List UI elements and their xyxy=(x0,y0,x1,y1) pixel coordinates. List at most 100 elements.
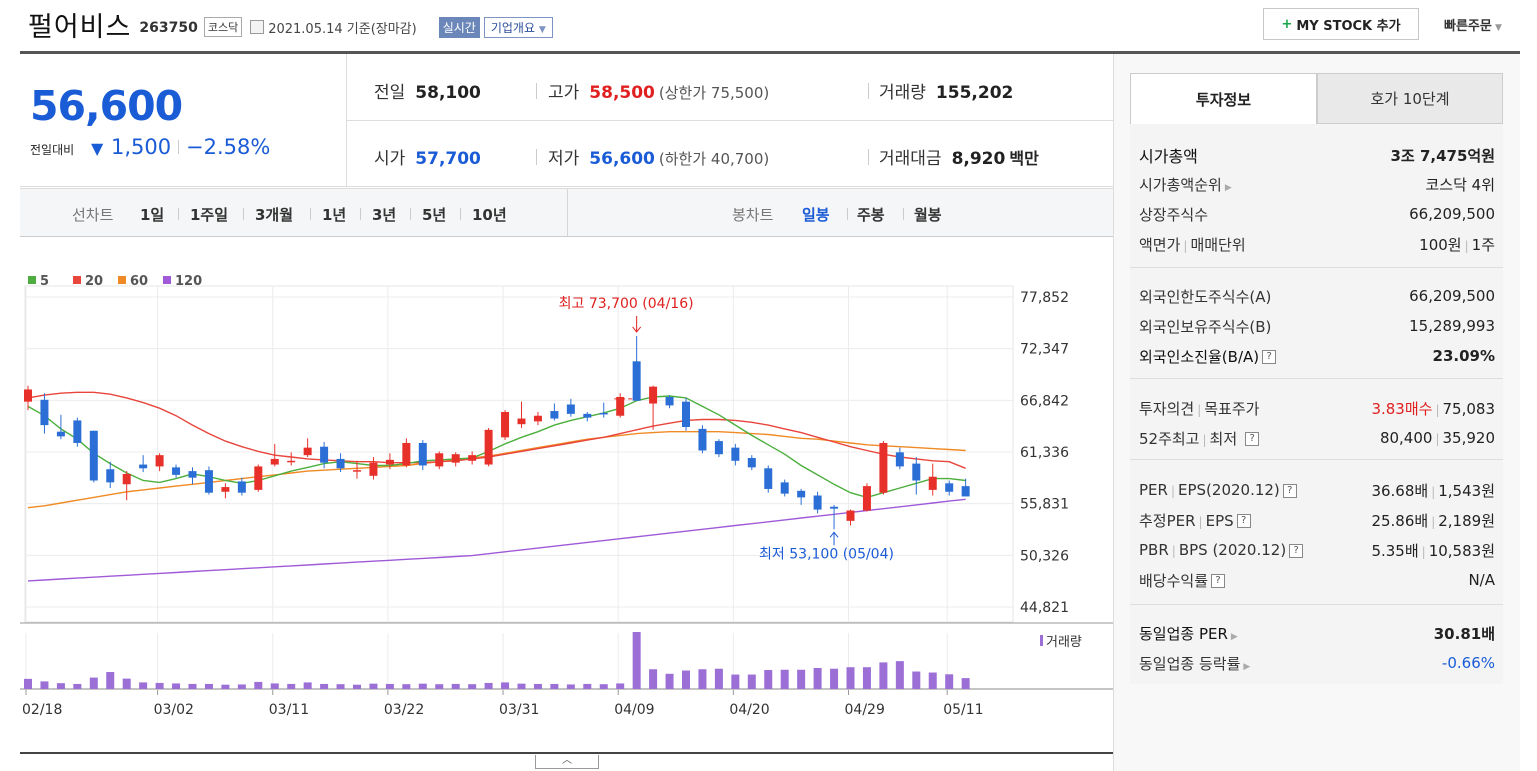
divider xyxy=(536,149,537,165)
high-cell: 고가 58,500 (상한가 75,500) xyxy=(548,78,769,103)
bps-value: 10,583원 xyxy=(1428,541,1495,560)
realtime-button[interactable]: 실시간 xyxy=(438,16,480,38)
volume-bar xyxy=(484,682,493,689)
open-label: 시가 xyxy=(374,149,406,169)
add-my-stock-button[interactable]: + MY STOCK 추가 xyxy=(1263,8,1419,40)
period-3m[interactable]: 3개월 xyxy=(255,206,294,224)
high-label: 고가 xyxy=(548,83,580,103)
candle-chart-label: 봉차트 xyxy=(732,206,774,224)
candle-weekly[interactable]: 주봉 xyxy=(857,206,885,224)
divider: | xyxy=(1197,402,1202,417)
est-per-row: 추정PER | EPS? 25.86배 | 2,189원 xyxy=(1139,505,1495,535)
per-value: 36.68배 xyxy=(1371,481,1429,500)
candle-monthly[interactable]: 월봉 xyxy=(914,206,942,224)
chart-svg: 77,852 72,347 66,842 61,336 55,831 50,326 44,8… xyxy=(20,274,1113,718)
candle-body xyxy=(632,361,641,401)
legend-swatch xyxy=(73,276,81,284)
base-date: 2021.05.14 기준(장마감) xyxy=(268,21,417,37)
tab-invest-info[interactable]: 투자정보 xyxy=(1130,73,1317,124)
amount-label: 거래대금 xyxy=(879,149,942,169)
help-icon[interactable]: ? xyxy=(1211,574,1226,588)
y-tick-label: 44,821 xyxy=(1020,600,1069,616)
divider: | xyxy=(1435,432,1440,446)
candle-body xyxy=(665,396,674,406)
help-icon[interactable]: ? xyxy=(1236,514,1251,528)
header-divider xyxy=(20,51,1520,54)
price-summary: 56,600 전일대비 ▼ 1,500 −2.58% 전일 58,100 고가 … xyxy=(20,54,1113,187)
divider xyxy=(868,149,869,165)
period-5y[interactable]: 5년 xyxy=(422,206,447,224)
volume-bar xyxy=(468,684,477,689)
candle-body xyxy=(122,473,131,485)
stock-name: 펄어비스 xyxy=(28,11,132,43)
volume-bar xyxy=(879,662,888,689)
candle-body xyxy=(714,441,723,455)
divider: | xyxy=(1421,544,1426,559)
candle-body xyxy=(188,471,197,478)
chart-bottom-divider xyxy=(20,752,1113,754)
volume-bar xyxy=(320,683,329,689)
candle-body xyxy=(501,411,510,438)
y-tick-label: 72,347 xyxy=(1020,342,1069,358)
help-icon[interactable]: ? xyxy=(1282,483,1297,498)
period-1w[interactable]: 1주일 xyxy=(190,206,229,224)
change-percent: −2.58% xyxy=(186,135,271,159)
market-cap-label: 시가총액 xyxy=(1139,147,1198,166)
wk52-row: 52주최고 | 최저? 80,400 | 35,920 xyxy=(1139,423,1495,453)
volume-bar xyxy=(56,683,65,689)
candle-daily[interactable]: 일봉 xyxy=(802,206,830,224)
period-1y[interactable]: 1년 xyxy=(322,206,347,224)
help-icon[interactable]: ? xyxy=(1262,350,1277,364)
divider: | xyxy=(1171,544,1176,558)
divider: | xyxy=(1183,238,1188,253)
price-chart[interactable]: 77,852 72,347 66,842 61,336 55,831 50,326 44,8… xyxy=(20,238,1113,752)
volume-bar xyxy=(270,683,279,689)
period-1d[interactable]: 1일 xyxy=(140,206,165,224)
divider xyxy=(903,208,904,220)
candle-body xyxy=(237,481,246,493)
low-annotation: 최저 53,100 (05/04) xyxy=(759,546,894,562)
change-label: 전일대비 xyxy=(30,143,75,157)
volume-bar xyxy=(649,669,658,689)
foreign-rate-row: 외국인소진율(B/A)? 23.09% xyxy=(1139,341,1495,371)
candle-body xyxy=(961,486,970,497)
candle-body xyxy=(895,452,904,467)
help-icon[interactable]: ? xyxy=(1245,432,1260,446)
divider xyxy=(410,208,411,220)
candle-body xyxy=(698,428,707,451)
volume-bar xyxy=(287,683,296,689)
expand-chart-button[interactable]: ︿ xyxy=(535,755,599,769)
divider xyxy=(347,120,1113,121)
foreign-hold-value: 15,289,993 xyxy=(1409,317,1495,335)
opinion-row: 투자의견 | 목표주가 3.83매수 | 75,083 xyxy=(1139,393,1495,423)
cap-rank-row[interactable]: 시가총액순위 ▶ 코스닥 4위 xyxy=(1139,169,1495,199)
quick-order-dropdown[interactable]: 빠른주문 ▼ xyxy=(1444,15,1502,34)
amount-unit: 백만 xyxy=(1009,149,1039,168)
candle-body xyxy=(385,459,394,465)
volume-bar xyxy=(237,684,246,689)
sector-per-row[interactable]: 동일업종 PER ▶ 30.81배 xyxy=(1139,618,1495,648)
company-overview-dropdown[interactable]: 기업개요 ▼ xyxy=(483,16,553,38)
tab-orderbook[interactable]: 호가 10단계 xyxy=(1317,73,1503,124)
divider: | xyxy=(1198,514,1203,529)
divider xyxy=(536,83,537,99)
per-eps-row: PER | EPS(2020.12)? 36.68배 | 1,543원 xyxy=(1139,475,1495,505)
sector-change-row[interactable]: 동일업종 등락률 ▶ -0.66% xyxy=(1139,648,1495,678)
prev-close-label: 전일 xyxy=(374,83,406,103)
period-10y[interactable]: 10년 xyxy=(472,206,507,224)
volume-legend-swatch xyxy=(1040,635,1043,646)
y-tick-label: 66,842 xyxy=(1020,393,1069,409)
volume-bar xyxy=(385,683,394,689)
volume-bar xyxy=(895,661,904,689)
high-value: 58,500 xyxy=(589,83,655,103)
candle-body xyxy=(106,469,115,483)
low-label: 저가 xyxy=(548,149,580,169)
help-icon[interactable]: ? xyxy=(1289,543,1304,558)
x-tick-label: 04/09 xyxy=(614,702,654,718)
candle-body xyxy=(649,386,658,404)
divider xyxy=(1130,378,1503,379)
volume-bar xyxy=(665,673,674,689)
opinion-value: 3.83매수 xyxy=(1371,399,1433,418)
divider xyxy=(178,208,179,220)
period-3y[interactable]: 3년 xyxy=(372,206,397,224)
